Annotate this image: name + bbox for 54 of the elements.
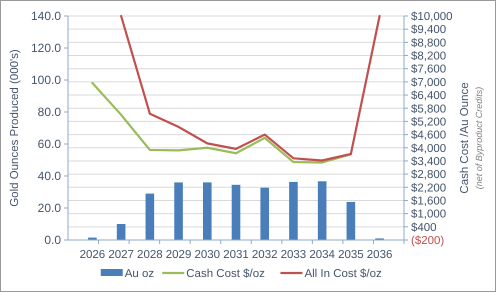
- y2-tick-label: $4,000: [411, 142, 446, 155]
- y2-tick-label: $1,000: [411, 208, 446, 221]
- y2-axis-title: Cash Cost /Au Ounce: [459, 82, 471, 194]
- y2-tick-label: $3,400: [411, 156, 446, 168]
- y-tick-label: 0.0: [44, 233, 62, 248]
- bar: [116, 224, 126, 240]
- y2-tick-label: $4,600: [411, 130, 446, 142]
- x-tick-label: 2030: [194, 249, 220, 261]
- y2-tick-label: $10,000: [411, 11, 453, 24]
- y-tick-label: 80.0: [38, 105, 62, 120]
- line-series: [91, 82, 352, 164]
- line-series: [120, 14, 381, 162]
- y2-tick-label: $5,800: [411, 103, 446, 116]
- x-tick-label: 2035: [338, 249, 364, 261]
- y-axis-title: Gold Ounces Produced (000's): [9, 49, 21, 207]
- x-tick-label: 2026: [80, 249, 106, 261]
- x-tick-label: 2032: [252, 249, 278, 261]
- y2-tick-label: $7,600: [411, 64, 446, 76]
- y2-tick-label: $5,200: [411, 116, 446, 128]
- legend-label: Cash Cost $/oz: [186, 268, 266, 280]
- y2-tick-label: $6,400: [411, 90, 446, 102]
- legend-label: All In Cost $/oz: [304, 268, 382, 280]
- y-tick-label: 40.0: [38, 169, 62, 184]
- x-tick-label: 2034: [309, 249, 336, 261]
- bar: [202, 182, 212, 240]
- y2-tick-label: ($200): [411, 235, 444, 248]
- x-tick-label: 2028: [137, 249, 163, 261]
- y2-tick-label: $2,200: [411, 182, 446, 194]
- y2-tick-label: $8,200: [411, 50, 446, 63]
- y2-tick-label: $2,800: [411, 169, 446, 182]
- text: (net of Byproduct Credits): [474, 86, 484, 190]
- y2-tick-label: $9,400: [411, 24, 446, 36]
- legend-label: Au oz: [124, 268, 154, 280]
- y-tick-label: 60.0: [38, 137, 62, 152]
- bar: [318, 181, 326, 240]
- x-tick-label: 2031: [223, 249, 249, 261]
- x-tick-label: 2027: [108, 249, 134, 261]
- bar: [346, 202, 356, 240]
- y-tick-label: 100.0: [30, 73, 62, 88]
- x-tick-label: 2036: [366, 249, 392, 261]
- x-tick-label: 2033: [280, 249, 306, 261]
- bar: [232, 184, 240, 240]
- y-tick-label: 20.0: [38, 201, 62, 216]
- y2-tick-label: $7,000: [411, 76, 446, 89]
- y2-tick-label: $400: [411, 222, 437, 234]
- bar: [260, 188, 270, 240]
- bar: [174, 182, 183, 240]
- y-tick-label: 140.0: [30, 9, 62, 24]
- y-tick-label: 120.0: [30, 41, 62, 56]
- x-tick-label: 2029: [166, 249, 192, 261]
- bar: [289, 182, 298, 240]
- bar: [146, 194, 154, 240]
- y2-tick-label: $8,800: [411, 37, 446, 50]
- y2-tick-label: $1,600: [411, 195, 446, 208]
